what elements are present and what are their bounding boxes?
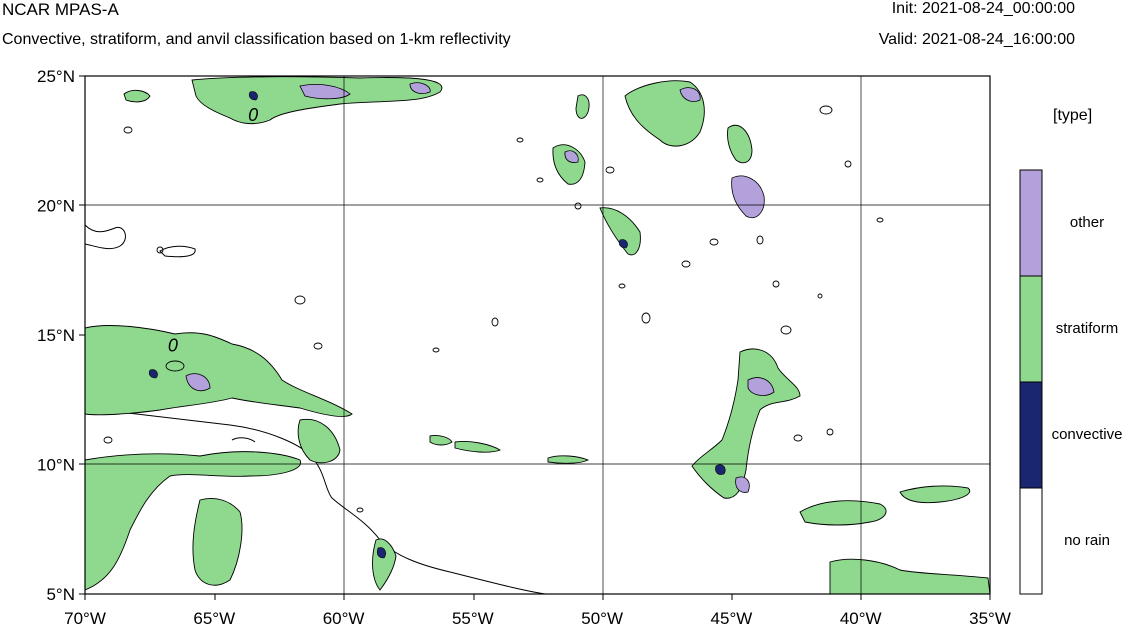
longitude-tick-label: 40°W [840, 609, 882, 628]
init-time: Init: 2021-08-24_00:00:00 [891, 0, 1075, 17]
map-title: NCAR MPAS-A [2, 0, 119, 19]
legend-colorbar [1019, 169, 1043, 595]
other-areas [185, 82, 775, 493]
longitude-tick-label: 70°W [64, 609, 106, 628]
latitude-tick-label: 5°N [46, 585, 75, 604]
contour-label: 0 [168, 335, 178, 355]
legend-label: other [1069, 214, 1105, 231]
longitude-tick-label: 35°W [969, 609, 1011, 628]
coastline-island [231, 437, 256, 443]
legend-swatch [1019, 169, 1043, 277]
legend-title: [type] [1053, 107, 1093, 124]
coastline-island [159, 245, 196, 258]
legend-label: no rain [1064, 532, 1110, 549]
longitude-labels: 70°W 65°W 60°W 55°W 50°W 45°W 40°W 35°W [64, 609, 1011, 628]
latitude-tick-label: 10°N [37, 456, 75, 475]
latitude-tick-label: 15°N [37, 326, 75, 345]
longitude-tick-label: 65°W [193, 609, 235, 628]
axis-ticks [79, 75, 991, 600]
coastline-island [85, 224, 126, 250]
scattered-echoes [103, 105, 884, 513]
contour-label: 0 [248, 105, 258, 125]
coastline [85, 407, 546, 594]
convective-areas [148, 91, 726, 559]
stratiform-areas [85, 76, 990, 594]
valid-time: Valid: 2021-08-24_16:00:00 [878, 31, 1075, 48]
longitude-tick-label: 50°W [581, 609, 623, 628]
legend-swatch [1019, 381, 1043, 489]
legend-label: stratiform [1055, 320, 1119, 337]
latitude-labels: 25°N 20°N 15°N 10°N 5°N [37, 67, 75, 604]
map-features [85, 76, 990, 594]
latitude-tick-label: 25°N [37, 67, 75, 86]
legend-label: convective [1051, 426, 1123, 443]
contour-labels: 00 [168, 105, 258, 356]
graticule [85, 76, 990, 594]
longitude-tick-label: 45°W [711, 609, 753, 628]
longitude-tick-label: 55°W [452, 609, 494, 628]
legend-swatch [1019, 275, 1043, 383]
legend-swatch [1019, 487, 1043, 595]
latitude-tick-label: 20°N [37, 197, 75, 216]
map-subtitle: Convective, stratiform, and anvil classi… [2, 31, 511, 48]
longitude-tick-label: 60°W [323, 609, 365, 628]
